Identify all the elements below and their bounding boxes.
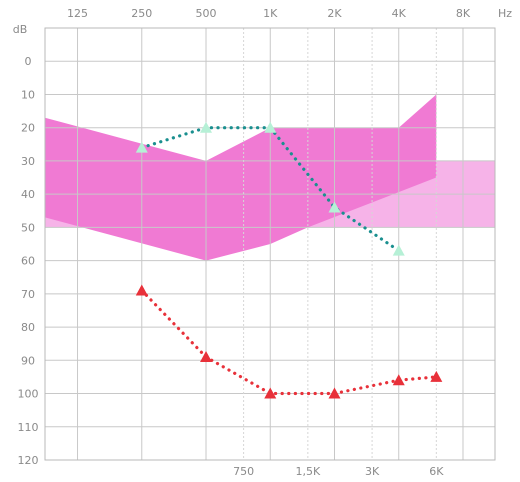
y-tick-label: 80 xyxy=(21,321,35,334)
data-point-marker xyxy=(328,201,341,213)
data-point-marker xyxy=(430,370,443,382)
x-tick-label: 500 xyxy=(196,7,217,20)
x-tick-label: 4K xyxy=(392,7,407,20)
y-tick-label: 10 xyxy=(21,88,35,101)
series-2 xyxy=(135,284,443,399)
db-axis: 0 10 20 30 40 50 60 70 80 90 100 110 120 xyxy=(18,55,39,467)
data-point-marker xyxy=(135,141,148,153)
y-tick-label: 50 xyxy=(21,221,35,234)
bottom-frequency-axis: 750 1,5K 3K 6K xyxy=(233,465,444,478)
y-tick-label: 70 xyxy=(21,288,35,301)
shaded-region xyxy=(45,94,437,261)
data-point-marker xyxy=(200,121,213,133)
data-point-marker xyxy=(264,121,277,133)
x-unit-label: Hz xyxy=(498,7,512,20)
data-point-marker xyxy=(392,244,405,256)
y-tick-label: 120 xyxy=(18,454,39,467)
x-tick-label-bottom: 750 xyxy=(233,465,254,478)
y-tick-label: 30 xyxy=(21,155,35,168)
x-tick-label-bottom: 1,5K xyxy=(295,465,320,478)
y-tick-label: 40 xyxy=(21,188,35,201)
x-tick-label-bottom: 3K xyxy=(365,465,380,478)
y-tick-label: 20 xyxy=(21,122,35,135)
data-point-marker xyxy=(200,350,213,362)
y-tick-label: 90 xyxy=(21,354,35,367)
y-unit-label: dB xyxy=(13,23,28,36)
series-1 xyxy=(135,121,405,256)
y-tick-label: 60 xyxy=(21,255,35,268)
data-point-marker xyxy=(264,387,277,399)
data-point-marker xyxy=(135,284,148,296)
y-tick-label: 110 xyxy=(18,421,39,434)
data-point-marker xyxy=(328,387,341,399)
data-point-marker xyxy=(392,374,405,386)
y-tick-label: 100 xyxy=(18,388,39,401)
series-line xyxy=(140,288,438,396)
x-tick-label: 125 xyxy=(67,7,88,20)
y-tick-label: 0 xyxy=(25,55,32,68)
plot-frame xyxy=(44,27,496,461)
x-tick-label: 8K xyxy=(456,7,471,20)
x-tick-label: 250 xyxy=(131,7,152,20)
top-frequency-axis: 125 250 500 1K 2K 4K 8K xyxy=(67,7,471,20)
x-tick-label: 2K xyxy=(327,7,342,20)
x-tick-label-bottom: 6K xyxy=(429,465,444,478)
x-tick-label: 1K xyxy=(263,7,278,20)
threshold-series xyxy=(135,121,443,399)
